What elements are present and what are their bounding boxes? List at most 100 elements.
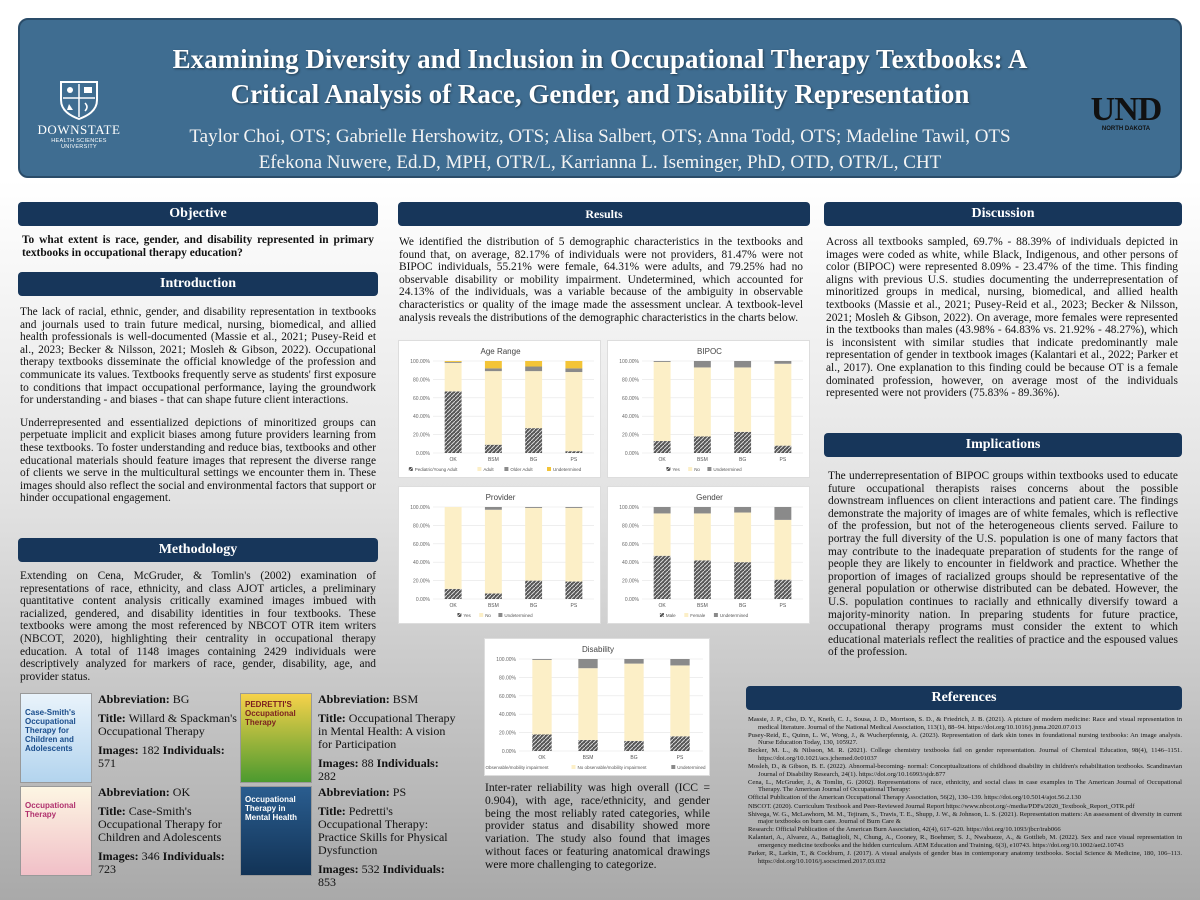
methodology-body: Extending on Cena, McGruder, & Tomlin's … xyxy=(20,570,376,693)
chart-age-range: Age Range 0.00% 20.00% 40.00% 60.00% 80.00% 10… xyxy=(398,340,601,478)
introduction-p1: The lack of racial, ethnic, gender, and … xyxy=(20,306,376,407)
x-tick-label: BG xyxy=(530,457,537,463)
legend-label: Undetermined xyxy=(720,613,749,618)
reference-item: Shivega, W. G., McLawhorn, M. M., Tejira… xyxy=(748,810,1182,826)
methodology-p1: Extending on Cena, McGruder, & Tomlin's … xyxy=(20,570,376,683)
y-tick-label: 60.00% xyxy=(413,396,431,402)
chart-title: BIPOC xyxy=(697,347,722,356)
chart-provider: Provider 0.00% 20.00% 40.00% 60.00% 80.00% 100… xyxy=(398,486,601,624)
book-title: Pedretti's Occupational Therapy: Practic… xyxy=(318,804,448,857)
bar-segment xyxy=(525,366,543,372)
y-tick-label: 80.00% xyxy=(499,675,517,681)
chart-disability: Disability 0.00% 20.00% 40.00% 60.00% 80.00% 1… xyxy=(484,638,710,776)
bar-segment xyxy=(565,581,583,599)
bar-segment xyxy=(734,562,752,599)
bar-segment xyxy=(734,431,752,453)
bar-segment xyxy=(525,371,543,429)
bar-segment xyxy=(565,507,583,582)
reference-item: Kalantari, A., Alvarez, A., Battaglioli,… xyxy=(748,834,1182,849)
bar-segment xyxy=(693,513,711,561)
legend-swatch xyxy=(713,613,718,617)
legend-label: Male xyxy=(666,613,676,618)
x-tick-label: PS xyxy=(571,603,578,609)
implications-heading: Implications xyxy=(824,433,1182,457)
y-tick-label: 0.00% xyxy=(416,597,431,603)
legend-swatch xyxy=(477,467,482,471)
references-list: Massie, J. P., Cho, D. Y., Kneib, C. J.,… xyxy=(748,716,1182,876)
introduction-heading: Introduction xyxy=(18,272,378,296)
y-tick-label: 20.00% xyxy=(413,579,431,585)
bar-segment xyxy=(774,361,792,364)
bar-segment xyxy=(734,361,752,368)
legend-swatch xyxy=(547,467,551,471)
bar-segment xyxy=(484,507,502,510)
legend-swatch xyxy=(659,613,664,617)
book-info: Abbreviation: BSM Title: Occupational Th… xyxy=(318,692,456,783)
results-p2: Inter-rater reliability was high overall… xyxy=(485,781,710,871)
bar-segment xyxy=(670,659,690,666)
y-tick-label: 0.00% xyxy=(416,451,431,457)
legend-label: Observable/mobility impairment xyxy=(486,765,550,770)
y-tick-label: 40.00% xyxy=(622,560,640,566)
bar-segment xyxy=(578,739,598,751)
bar-segment xyxy=(484,361,502,369)
reference-item: Research: Official Publication of the Am… xyxy=(748,826,1061,834)
results-p1: We identified the distribution of 5 demo… xyxy=(399,236,803,324)
bar-segment xyxy=(525,580,543,599)
y-tick-label: 80.00% xyxy=(413,523,431,529)
book-abbr: BSM xyxy=(392,692,419,706)
poster-header: DOWNSTATE HEALTH SCIENCES UNIVERSITY Exa… xyxy=(18,18,1182,178)
bar-segment xyxy=(532,734,552,751)
chart-bipoc: BIPOC 0.00% 20.00% 40.00% 60.00% 80.00% 100.00… xyxy=(607,340,810,478)
legend-swatch xyxy=(707,467,712,471)
book-abbr: OK xyxy=(172,785,191,799)
book-info: Abbreviation: BG Title: Willard & Spackm… xyxy=(98,692,237,770)
poster-title: Examining Diversity and Inclusion in Occ… xyxy=(172,44,1028,109)
book-abbr: PS xyxy=(392,785,407,799)
legend-swatch xyxy=(457,613,462,617)
y-tick-label: 80.00% xyxy=(622,377,640,383)
y-tick-label: 60.00% xyxy=(622,542,640,548)
bar-segment xyxy=(578,659,598,669)
book-abbr: BG xyxy=(172,692,190,706)
x-tick-label: OK xyxy=(450,603,458,609)
bar-segment xyxy=(484,444,502,453)
book-cover: Case-Smith's Occupational Therapy for Ch… xyxy=(20,693,92,783)
y-tick-label: 20.00% xyxy=(622,579,640,585)
chart-title: Gender xyxy=(696,493,723,502)
introduction-p2: Underrepresented and essentialized depic… xyxy=(20,416,376,505)
chart-title: Disability xyxy=(582,645,614,654)
legend-label: Undetermined xyxy=(677,765,706,770)
bar-segment xyxy=(624,740,644,751)
bar-segment xyxy=(774,507,792,520)
legend-label: Undetermined xyxy=(713,467,742,472)
y-tick-label: 0.00% xyxy=(625,451,640,457)
bar-segment xyxy=(525,507,543,508)
y-tick-label: 100.00% xyxy=(410,505,430,511)
legend-swatch xyxy=(408,467,413,471)
authors-line-2: Efekona Nuwere, Ed.D, MPH, OTR/L, Karria… xyxy=(258,152,942,173)
objective-heading: Objective xyxy=(18,202,378,226)
bar-segment xyxy=(444,507,462,589)
legend-swatch xyxy=(571,765,576,769)
bar-segment xyxy=(653,513,671,556)
y-tick-label: 40.00% xyxy=(622,414,640,420)
legend-swatch xyxy=(671,765,676,769)
bar-segment xyxy=(653,555,671,599)
results-reliability: Inter-rater reliability was high overall… xyxy=(485,781,710,882)
bar-segment xyxy=(653,361,671,362)
bar-segment xyxy=(670,736,690,751)
bar-segment xyxy=(774,519,792,580)
book-title: Willard & Spackman's Occupational Therap… xyxy=(98,711,237,738)
bar-segment xyxy=(774,579,792,599)
bar-segment xyxy=(525,428,543,453)
bar-segment xyxy=(484,368,502,372)
chart-title: Age Range xyxy=(480,347,521,356)
bar-segment xyxy=(565,368,583,373)
x-tick-label: BSM xyxy=(697,603,708,609)
legend-label: Undetermined xyxy=(553,467,582,472)
y-tick-label: 60.00% xyxy=(622,396,640,402)
bar-segment xyxy=(774,363,792,446)
reference-item: Official Publication of the American Occ… xyxy=(748,794,1081,802)
y-tick-label: 20.00% xyxy=(622,433,640,439)
